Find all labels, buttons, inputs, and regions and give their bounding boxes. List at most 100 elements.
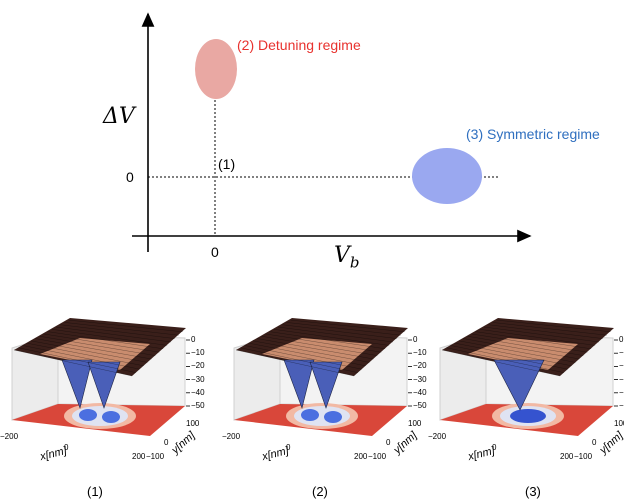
contour-well-left	[79, 409, 97, 421]
mesh-line	[240, 347, 358, 373]
y-tick-mid: 0	[386, 438, 391, 447]
mesh-line	[235, 349, 355, 377]
y-tick-zero: 0	[126, 169, 134, 185]
x-tick-mid: 0	[64, 443, 69, 452]
z-tick-label-partial: −	[619, 387, 624, 397]
mesh-line	[479, 329, 596, 346]
mesh-line	[488, 324, 603, 339]
contour-well-right	[324, 411, 342, 423]
z-tick-label: −10	[413, 348, 427, 358]
x-axis-label-subscript: b	[349, 253, 360, 272]
detuning-region	[195, 39, 237, 99]
z-tick-label: 0	[619, 335, 624, 344]
symmetric-regime-label: (3) Symmetric regime	[466, 126, 600, 142]
z-tick-label: −10	[191, 348, 205, 358]
mesh-line	[475, 331, 592, 349]
x-tick-zero: 0	[211, 244, 219, 260]
mesh-line	[446, 347, 564, 373]
mesh-line	[483, 326, 600, 343]
x-tick-left: −200	[222, 432, 241, 441]
mesh-line	[43, 333, 160, 353]
y-tick-bottom: −100	[574, 452, 593, 461]
mesh-line	[22, 345, 140, 370]
z-tick-label: −40	[413, 387, 427, 397]
mesh-line	[290, 319, 405, 332]
mesh-line	[450, 345, 568, 370]
point-1-label: (1)	[218, 156, 236, 172]
mesh-line	[492, 322, 607, 336]
contour-well-right	[102, 411, 120, 423]
z-tick-label: −30	[191, 374, 205, 384]
mesh-line	[273, 329, 390, 346]
mesh-line	[269, 331, 386, 349]
z-tick-label-partial: −	[619, 361, 624, 371]
surface-plot-2	[233, 318, 412, 436]
surface-rim	[262, 338, 372, 370]
mesh-line	[47, 331, 164, 349]
x-tick-mid: 0	[492, 443, 497, 452]
z-tick-label: −20	[413, 361, 427, 371]
surface-well-1	[493, 359, 545, 411]
z-tick-label-partial: −	[619, 374, 624, 384]
mesh-line	[441, 349, 561, 377]
x-tick-right: 200	[354, 452, 368, 461]
surface-rim	[468, 338, 578, 370]
x-tick-left: −200	[0, 432, 19, 441]
mesh-line	[34, 338, 152, 360]
mesh-line	[286, 322, 401, 336]
panel-caption-1: (1)	[87, 484, 103, 499]
mesh-line	[39, 336, 156, 356]
contour-well-merged	[510, 409, 546, 423]
mesh-line	[454, 342, 572, 366]
mesh-line	[282, 324, 397, 339]
mesh-line	[60, 324, 175, 339]
y-tick-bottom: −100	[368, 452, 387, 461]
y-tick-top: 100	[614, 419, 624, 428]
surface-plot-3	[439, 318, 618, 436]
mesh-line	[64, 322, 179, 336]
mesh-line	[471, 333, 588, 353]
y-axis-label: ΔV	[103, 104, 135, 129]
detuning-regime-label: (2) Detuning regime	[237, 37, 361, 53]
surface-plot-1	[11, 318, 190, 436]
mesh-line	[458, 340, 576, 363]
z-tick-label-partial: −	[619, 401, 624, 410]
mesh-line	[26, 342, 144, 366]
mesh-line	[496, 319, 611, 332]
mesh-line	[462, 338, 580, 360]
mesh-line	[68, 319, 183, 332]
y-tick-bottom: −100	[146, 452, 165, 461]
surface-rim	[40, 338, 150, 370]
z-tick-label: −50	[191, 401, 205, 410]
x-axis-label: Vb	[334, 243, 360, 271]
mesh-line	[467, 336, 584, 356]
z-tick-label: 0	[191, 335, 196, 344]
mesh-line	[265, 333, 382, 353]
x-axis-label-main: V	[334, 243, 350, 268]
z-tick-label: −30	[413, 374, 427, 384]
phase-diagram	[132, 12, 532, 252]
mesh-line	[261, 336, 378, 356]
mesh-line	[244, 345, 362, 370]
mesh-line	[256, 338, 374, 360]
mesh-line	[18, 347, 136, 373]
z-tick-label-partial: −	[619, 348, 624, 358]
y-tick-top: 100	[408, 419, 422, 428]
y-tick-top: 100	[186, 419, 200, 428]
mesh-line	[55, 326, 172, 343]
mesh-line	[252, 340, 370, 363]
z-tick-label: −50	[413, 401, 427, 410]
x-tick-right: 200	[132, 452, 146, 461]
y-tick-mid: 0	[164, 438, 169, 447]
y-tick-mid: 0	[592, 438, 597, 447]
panel-caption-2: (2)	[312, 484, 328, 499]
panel-caption-3: (3)	[525, 484, 541, 499]
mesh-line	[30, 340, 148, 363]
z-tick-label: −20	[191, 361, 205, 371]
mesh-line	[13, 349, 133, 377]
mesh-line	[248, 342, 366, 366]
symmetric-region	[412, 148, 482, 204]
x-tick-right: 200	[560, 452, 574, 461]
mesh-line	[277, 326, 394, 343]
